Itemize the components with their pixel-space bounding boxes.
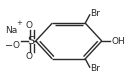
Text: Br: Br bbox=[90, 64, 100, 73]
Text: O: O bbox=[25, 52, 32, 61]
Text: Br: Br bbox=[90, 9, 100, 18]
Text: O: O bbox=[25, 21, 32, 30]
Text: O: O bbox=[12, 41, 19, 50]
Text: Na: Na bbox=[5, 26, 17, 35]
Text: OH: OH bbox=[111, 36, 125, 46]
Text: −: − bbox=[5, 41, 13, 51]
Text: +: + bbox=[16, 20, 22, 26]
Text: S: S bbox=[28, 36, 35, 46]
